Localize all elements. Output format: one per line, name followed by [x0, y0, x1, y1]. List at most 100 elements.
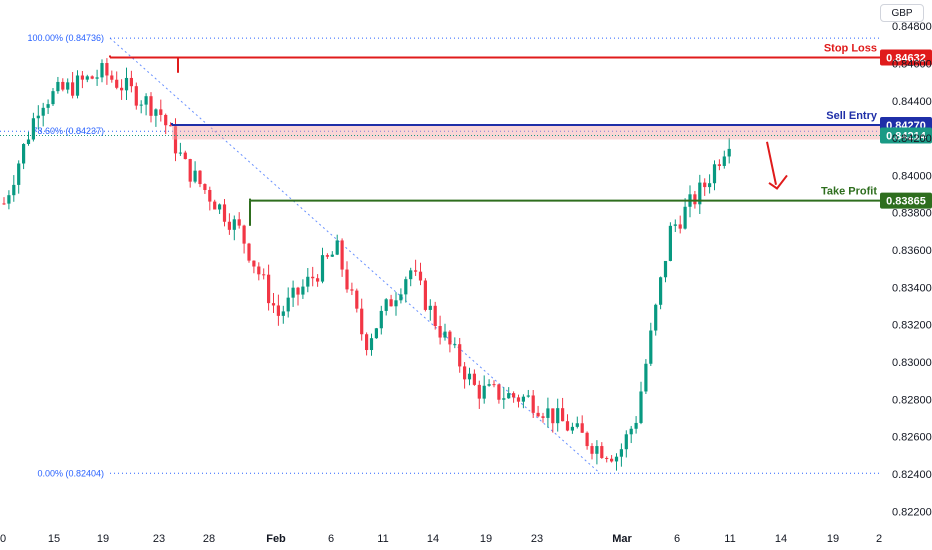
candle-body — [717, 164, 721, 166]
candle-body — [178, 152, 182, 154]
x-tick-label: 6 — [328, 533, 334, 545]
y-tick-label: 0.82800 — [892, 394, 932, 406]
candle-body — [7, 195, 11, 204]
candle-body — [458, 344, 462, 367]
x-tick-label: 28 — [203, 533, 215, 545]
candle-body — [531, 395, 535, 413]
candle-body — [673, 224, 677, 226]
candle-body — [355, 290, 359, 309]
candle-body — [365, 334, 369, 351]
candle-body — [164, 114, 168, 126]
candle-body — [507, 393, 511, 399]
x-tick-label: 14 — [427, 533, 439, 545]
candle-body — [423, 280, 427, 310]
candle-body — [360, 308, 364, 335]
x-tick-label: 14 — [775, 533, 787, 545]
candle-body — [610, 458, 614, 462]
candle-body — [56, 81, 60, 92]
candle-body — [399, 294, 403, 301]
candle-body — [516, 397, 521, 402]
candle-body — [281, 311, 285, 316]
candle-body — [624, 434, 628, 450]
candle-body — [159, 109, 163, 115]
x-tick-label: 0 — [0, 533, 6, 545]
candle-body — [124, 77, 129, 91]
stop-loss-price-tag: 0.84632 — [886, 52, 926, 64]
candle-body — [271, 303, 276, 306]
candle-body — [252, 260, 256, 267]
down-arrow-shaft — [766, 141, 777, 185]
candle-body — [619, 449, 623, 457]
candle-body — [17, 163, 21, 185]
candle-body — [2, 203, 6, 205]
y-tick-label: 0.82400 — [892, 469, 932, 481]
candle-body — [526, 395, 530, 397]
current-price-tag-bg — [880, 127, 932, 144]
candle-body — [100, 63, 104, 78]
candle-body — [453, 344, 457, 346]
fibonacci-retracement[interactable]: 100.00% (0.84736) 78.60% (0.84237) 0.00% (… — [0, 33, 880, 478]
candle-body — [409, 270, 413, 280]
candle-body — [443, 331, 447, 338]
candle-body — [659, 277, 663, 305]
candle-body — [639, 391, 643, 423]
candle-body — [198, 170, 202, 185]
candle-body — [580, 423, 584, 433]
candle-body — [208, 189, 212, 202]
candle-body — [727, 148, 731, 157]
candle-body — [556, 408, 560, 424]
candle-body — [477, 384, 481, 399]
candle-body — [36, 115, 40, 119]
x-tick-label: 23 — [153, 533, 165, 545]
candle-body — [22, 144, 26, 164]
candle-body — [26, 139, 31, 145]
candle-body — [438, 325, 442, 338]
down-arrow-icon — [766, 141, 788, 190]
candle-body — [463, 366, 467, 380]
candle-body — [31, 118, 35, 140]
candle-body — [95, 77, 99, 79]
candle-body — [247, 243, 251, 261]
candle-body — [242, 225, 246, 244]
candle-body — [575, 423, 579, 427]
sell-zone — [172, 125, 880, 140]
candle-body — [722, 156, 726, 166]
candle-body — [340, 240, 344, 270]
candle-body — [311, 276, 315, 279]
candle-body — [154, 109, 158, 116]
candle-body — [698, 182, 702, 205]
price-axis[interactable]: 0.84800 0.84600 0.84400 0.84200 0.84000 0.838… — [892, 21, 932, 518]
x-tick-label: 11 — [724, 533, 735, 545]
y-tick-label: 0.84400 — [892, 96, 932, 108]
candle-body — [286, 297, 290, 312]
time-axis[interactable]: 0 15 19 23 28 Feb 6 11 14 19 23 Mar 6 11 14 19 2 — [0, 533, 882, 545]
currency-badge[interactable]: GBP — [880, 4, 924, 22]
candle-body — [218, 204, 222, 210]
fib-level-label: 100.00% (0.84736) — [27, 33, 104, 43]
candle-body — [237, 219, 241, 226]
candle-body — [325, 255, 329, 257]
candle-body — [46, 104, 50, 108]
y-tick-label: 0.83600 — [892, 245, 932, 257]
candle-body — [448, 331, 452, 345]
candle-body — [80, 75, 84, 80]
y-tick-label: 0.84600 — [892, 58, 932, 70]
candle-body — [521, 396, 525, 402]
candle-body — [183, 152, 187, 160]
candle-body — [267, 274, 271, 304]
candle-body — [51, 91, 55, 105]
candle-body — [66, 82, 70, 90]
y-tick-label: 0.83400 — [892, 282, 932, 294]
candle-body — [203, 184, 207, 190]
candle-body — [316, 278, 320, 282]
candle-body — [301, 286, 305, 295]
candle-body — [414, 270, 418, 272]
candle-body — [61, 81, 65, 90]
candle-body — [668, 225, 672, 261]
candle-body — [561, 408, 565, 422]
candle-body — [595, 446, 599, 454]
candle-body — [497, 384, 501, 400]
candle-body — [350, 289, 354, 291]
